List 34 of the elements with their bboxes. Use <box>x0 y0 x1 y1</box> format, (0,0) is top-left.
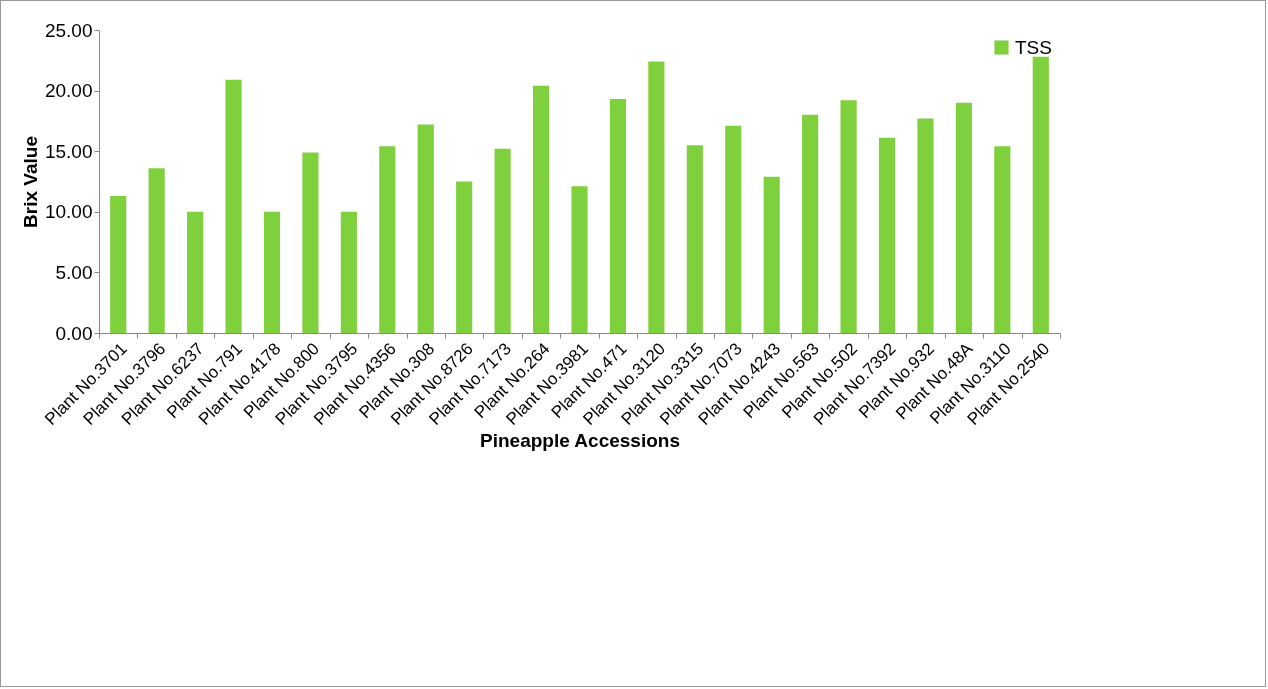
legend-label: TSS <box>1015 36 1052 58</box>
bar <box>417 124 434 333</box>
bar <box>456 181 473 333</box>
bar <box>609 99 627 333</box>
y-tick-label: 10.00 <box>44 201 93 223</box>
bar <box>379 146 396 333</box>
bar <box>532 85 550 333</box>
bar <box>187 211 204 333</box>
bar <box>302 152 319 333</box>
y-tick-label: 0.00 <box>55 322 93 344</box>
bar <box>725 125 742 333</box>
bar <box>148 168 165 333</box>
bar <box>110 196 127 333</box>
y-tick-label: 20.00 <box>44 80 93 102</box>
y-axis-title: Brix Value <box>19 136 41 228</box>
bar <box>1032 56 1049 333</box>
bar <box>686 145 703 333</box>
bar <box>802 114 819 333</box>
bar <box>840 100 857 333</box>
y-tick-label: 25.00 <box>44 19 93 41</box>
y-tick-label: 15.00 <box>44 140 93 162</box>
bar <box>263 211 281 333</box>
x-axis-title: Pineapple Accessions <box>480 430 680 451</box>
bar <box>994 146 1011 333</box>
bar <box>648 61 665 333</box>
y-tick-label: 5.00 <box>55 261 93 283</box>
bar <box>917 118 934 333</box>
bar <box>494 148 511 333</box>
bar <box>340 211 357 333</box>
bar <box>571 186 588 333</box>
bar <box>878 137 896 333</box>
bar <box>955 102 972 333</box>
bar <box>225 79 242 333</box>
bar <box>763 176 780 333</box>
